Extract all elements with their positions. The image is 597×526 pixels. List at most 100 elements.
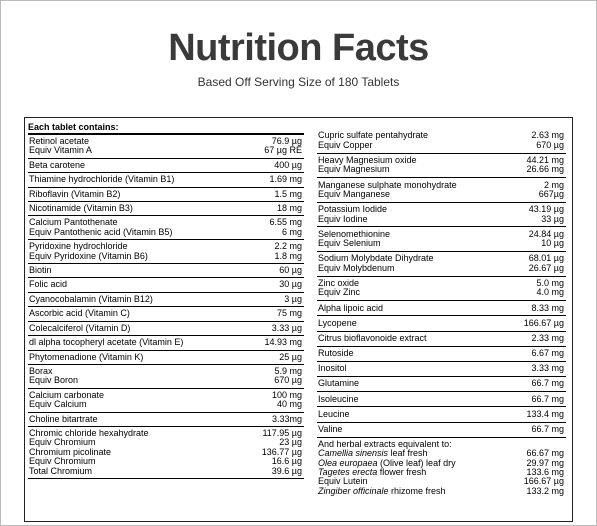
amount: 33 µg [541,213,564,224]
amount: 670 µg [274,375,302,386]
row: Choline bitartrate 3.33mg [29,414,302,424]
ingredient: Equiv Chromium [29,456,96,467]
herbal-group: And herbal extracts equivalent to: Camell… [317,438,566,496]
ingredient: Riboflavin (Vitamin B2) [29,188,121,199]
ingredient: Colecalciferol (Vitamin D) [29,322,131,333]
row: Glutamine 66.7 mg [318,378,564,389]
group: Riboflavin (Vitamin B2) 1.5 mg [28,188,304,203]
ingredient: Equiv Chromium [29,437,96,448]
ingredient: Pyridoxine hydrochloride [29,241,128,252]
row: Cupric sulfate pentahydrate 2.63 mg [318,130,564,141]
group: Potassium Iodide 43.19 µg Equiv Iodine 33 µ… [317,203,566,228]
group: Ascorbic acid (Vitamin C) 75 mg [28,307,304,322]
ingredient: Calcium Pantothenate [29,217,118,228]
ingredient: Sodium Molybdate Dihydrate [318,253,434,264]
ingredient: Folic acid [29,279,68,290]
amount: 14.93 mg [264,337,302,348]
group: Heavy Magnesium oxide 44.21 mg Equiv Magne… [317,154,566,179]
row: Heavy Magnesium oxide 44.21 mg [318,154,564,165]
row: Manganese sulphate monohydrate 2 mg [318,179,564,190]
row: Inositol 3.33 mg [318,363,564,374]
row: Calcium Pantothenate 6.55 mg [29,217,302,228]
amount: 43.19 µg [528,204,564,215]
row: Equiv Iodine 33 µg [318,213,564,224]
ingredient: Beta carotene [29,159,86,170]
amount: 10 µg [541,238,564,249]
latin-name: Camellia sinensis [318,448,389,459]
ingredient: Glutamine [318,378,360,389]
ingredient: Retinol acetate [29,136,90,146]
ingredient: Lycopene [318,317,357,328]
row: Camellia sinensis leaf fresh 66.67 mg [318,448,564,459]
row: Thiamine hydrochloride (Vitamin B1) 1.69 … [29,174,302,185]
row: dl alpha tocopheryl acetate (Vitamin E) 1… [29,337,302,348]
group: Thiamine hydrochloride (Vitamin B1) 1.69 … [28,173,304,188]
group: Cyanocobalamin (Vitamin B12) 3 µg [28,293,304,308]
row: Equiv Boron 670 µg [29,375,302,386]
ingredient-part: Equiv Lutein [318,476,368,487]
amount: 400 µg [274,159,302,170]
ingredient: Inositol [318,363,347,374]
ingredient: Potassium Iodide [318,204,388,215]
row: Total Chromium 39.6 µg [29,465,302,476]
amount: 133.4 mg [526,408,564,419]
ingredient: Equiv Pantothenic acid (Vitamin B5) [29,226,173,237]
ingredient: Equiv Zinc [318,287,361,298]
amount: 166.67 µg [523,317,564,328]
ingredient: Borax [29,365,53,376]
ingredient: Alpha lipoic acid [318,302,384,313]
row: Equiv Zinc 4.0 mg [318,287,564,298]
row: Equiv Molybdenum 26.67 µg [318,263,564,273]
amount: 39.6 µg [271,465,302,476]
ingredient: Thiamine hydrochloride (Vitamin B1) [29,174,175,185]
row: Alpha lipoic acid 8.33 mg [318,302,564,313]
amount: 24.84 µg [528,228,564,239]
ingredient: Equiv Boron [29,375,79,386]
amount: 2.63 mg [531,130,564,141]
ingredient: Nicotinamide (Vitamin B3) [29,203,133,214]
ingredient: Olea europaea (Olive leaf) leaf dry [318,457,456,468]
amount: 133.6 mg [526,467,564,478]
group: Nicotinamide (Vitamin B3) 18 mg [28,202,304,217]
amount: 1.8 mg [274,250,302,261]
title: Nutrition Facts [168,27,429,69]
row: Selenomethionine 24.84 µg [318,228,564,239]
row: Equiv Chromium 16.6 µg [29,456,302,467]
group: Selenomethionine 24.84 µg Equiv Selenium 10… [317,227,566,252]
row: Calcium carbonate 100 mg [29,389,302,400]
group: dl alpha tocopheryl acetate (Vitamin E) 1… [28,336,304,351]
row: Potassium Iodide 43.19 µg [318,204,564,215]
row: Equiv Copper 670 µg [318,140,564,150]
amount: 166.67 µg [523,476,564,487]
amount: 117.95 µg [262,427,302,438]
ingredient: Equiv Calcium [29,399,87,410]
group: Retinol acetate 76.9 µg Equiv Vitamin A 67 … [28,135,304,159]
ingredient: Selenomethionine [318,228,391,239]
group: Pyridoxine hydrochloride 2.2 mg Equiv Pyri… [28,240,304,265]
row: Sodium Molybdate Dihydrate 68.01 µg [318,253,564,264]
group: Choline bitartrate 3.33mg [28,413,304,427]
amount: 26.66 mg [526,164,564,175]
ingredient: Biotin [29,265,52,276]
group: Valine 66.7 mg [317,423,566,438]
row: Isoleucine 66.7 mg [318,394,564,404]
latin-name: Olea europaea [318,457,378,468]
amount: 4.0 mg [536,287,564,298]
amount: 44.21 mg [526,154,564,165]
ingredient: Manganese sulphate monohydrate [318,179,457,190]
group: Sodium Molybdate Dihydrate 68.01 µg Equiv … [317,252,566,277]
row: Tagetes erecta flower fresh 133.6 mg [318,467,564,478]
row: Rutoside 6.67 mg [318,348,564,358]
ingredient: Tagetes erecta flower fresh [318,467,427,478]
ingredient: Leucine [318,408,350,419]
row: Equiv Vitamin A 67 µg RE [29,145,302,155]
amount: 2.2 mg [274,241,302,252]
amount: 6 mg [281,226,302,237]
group: Glutamine 66.7 mg [317,377,566,393]
row: Zingiber officinale rhizome fresh 133.2 m… [318,486,564,496]
group: Beta carotene 400 µg [28,159,304,174]
amount: 76.9 µg [271,136,302,146]
amount: 100 mg [271,389,302,400]
ingredient-part: flower fresh [377,467,427,478]
